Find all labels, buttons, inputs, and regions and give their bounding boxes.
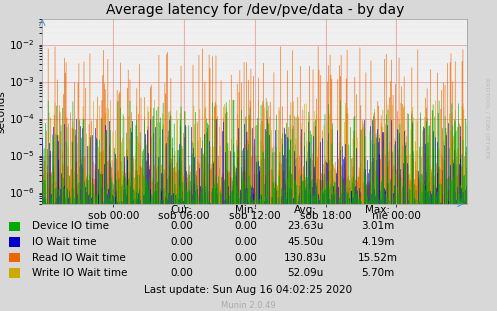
Text: 0.00: 0.00 — [235, 268, 257, 278]
Text: Avg:: Avg: — [294, 205, 317, 215]
Text: 0.00: 0.00 — [170, 268, 193, 278]
Text: 0.00: 0.00 — [170, 237, 193, 247]
Text: Read IO Wait time: Read IO Wait time — [32, 253, 126, 262]
Text: 0.00: 0.00 — [235, 253, 257, 262]
Text: Max:: Max: — [365, 205, 390, 215]
Text: Write IO Wait time: Write IO Wait time — [32, 268, 128, 278]
Text: Last update: Sun Aug 16 04:02:25 2020: Last update: Sun Aug 16 04:02:25 2020 — [145, 285, 352, 295]
Title: Average latency for /dev/pve/data - by day: Average latency for /dev/pve/data - by d… — [105, 3, 404, 17]
Text: 3.01m: 3.01m — [361, 221, 394, 231]
Text: 23.63u: 23.63u — [287, 221, 324, 231]
Text: 45.50u: 45.50u — [287, 237, 324, 247]
Text: RRDTOOL / TOBI OETIKER: RRDTOOL / TOBI OETIKER — [485, 78, 490, 159]
Text: Munin 2.0.49: Munin 2.0.49 — [221, 301, 276, 310]
Text: 15.52m: 15.52m — [358, 253, 398, 262]
Text: 0.00: 0.00 — [170, 221, 193, 231]
Text: Cur:: Cur: — [170, 205, 192, 215]
Text: 0.00: 0.00 — [170, 253, 193, 262]
Text: 130.83u: 130.83u — [284, 253, 327, 262]
Text: 0.00: 0.00 — [235, 237, 257, 247]
Text: 5.70m: 5.70m — [361, 268, 394, 278]
Text: IO Wait time: IO Wait time — [32, 237, 97, 247]
Text: 52.09u: 52.09u — [287, 268, 324, 278]
Text: Min:: Min: — [235, 205, 257, 215]
Text: Device IO time: Device IO time — [32, 221, 109, 231]
Y-axis label: seconds: seconds — [0, 90, 6, 132]
Text: 4.19m: 4.19m — [361, 237, 395, 247]
Text: 0.00: 0.00 — [235, 221, 257, 231]
